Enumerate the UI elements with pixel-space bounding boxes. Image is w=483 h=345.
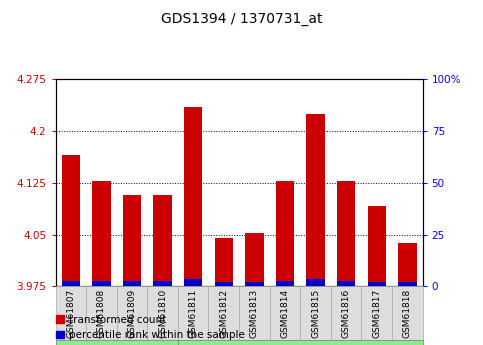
Bar [276, 281, 294, 286]
Legend: transformed count, percentile rank within the sample: transformed count, percentile rank withi… [56, 315, 245, 340]
Text: GSM61815: GSM61815 [311, 288, 320, 338]
Bar [245, 282, 264, 286]
Text: GSM61818: GSM61818 [403, 288, 412, 338]
Bar [154, 195, 172, 286]
Bar [368, 206, 386, 286]
Bar [62, 281, 80, 286]
Text: GSM61816: GSM61816 [341, 288, 351, 338]
Text: GSM61809: GSM61809 [128, 288, 137, 338]
Text: GSM61813: GSM61813 [250, 288, 259, 338]
Bar [306, 279, 325, 286]
Bar [214, 238, 233, 286]
Bar [214, 282, 233, 286]
Bar [184, 107, 202, 286]
Text: GSM61810: GSM61810 [158, 288, 167, 338]
Bar [123, 195, 141, 286]
Bar [184, 279, 202, 286]
Text: GSM61808: GSM61808 [97, 288, 106, 338]
Bar [123, 281, 141, 286]
Text: GSM61814: GSM61814 [281, 288, 289, 338]
Text: GSM61817: GSM61817 [372, 288, 381, 338]
Text: GSM61807: GSM61807 [66, 288, 75, 338]
Bar [154, 281, 172, 286]
Bar [398, 243, 416, 286]
Bar [398, 282, 416, 286]
Bar [92, 181, 111, 286]
Bar [306, 114, 325, 286]
Bar [337, 181, 355, 286]
Text: GDS1394 / 1370731_at: GDS1394 / 1370731_at [161, 12, 322, 26]
Bar [368, 282, 386, 286]
Bar [245, 233, 264, 286]
Bar [337, 281, 355, 286]
Text: GSM61812: GSM61812 [219, 288, 228, 338]
Bar [92, 281, 111, 286]
Bar [276, 181, 294, 286]
Text: GSM61811: GSM61811 [189, 288, 198, 338]
Bar [62, 155, 80, 286]
